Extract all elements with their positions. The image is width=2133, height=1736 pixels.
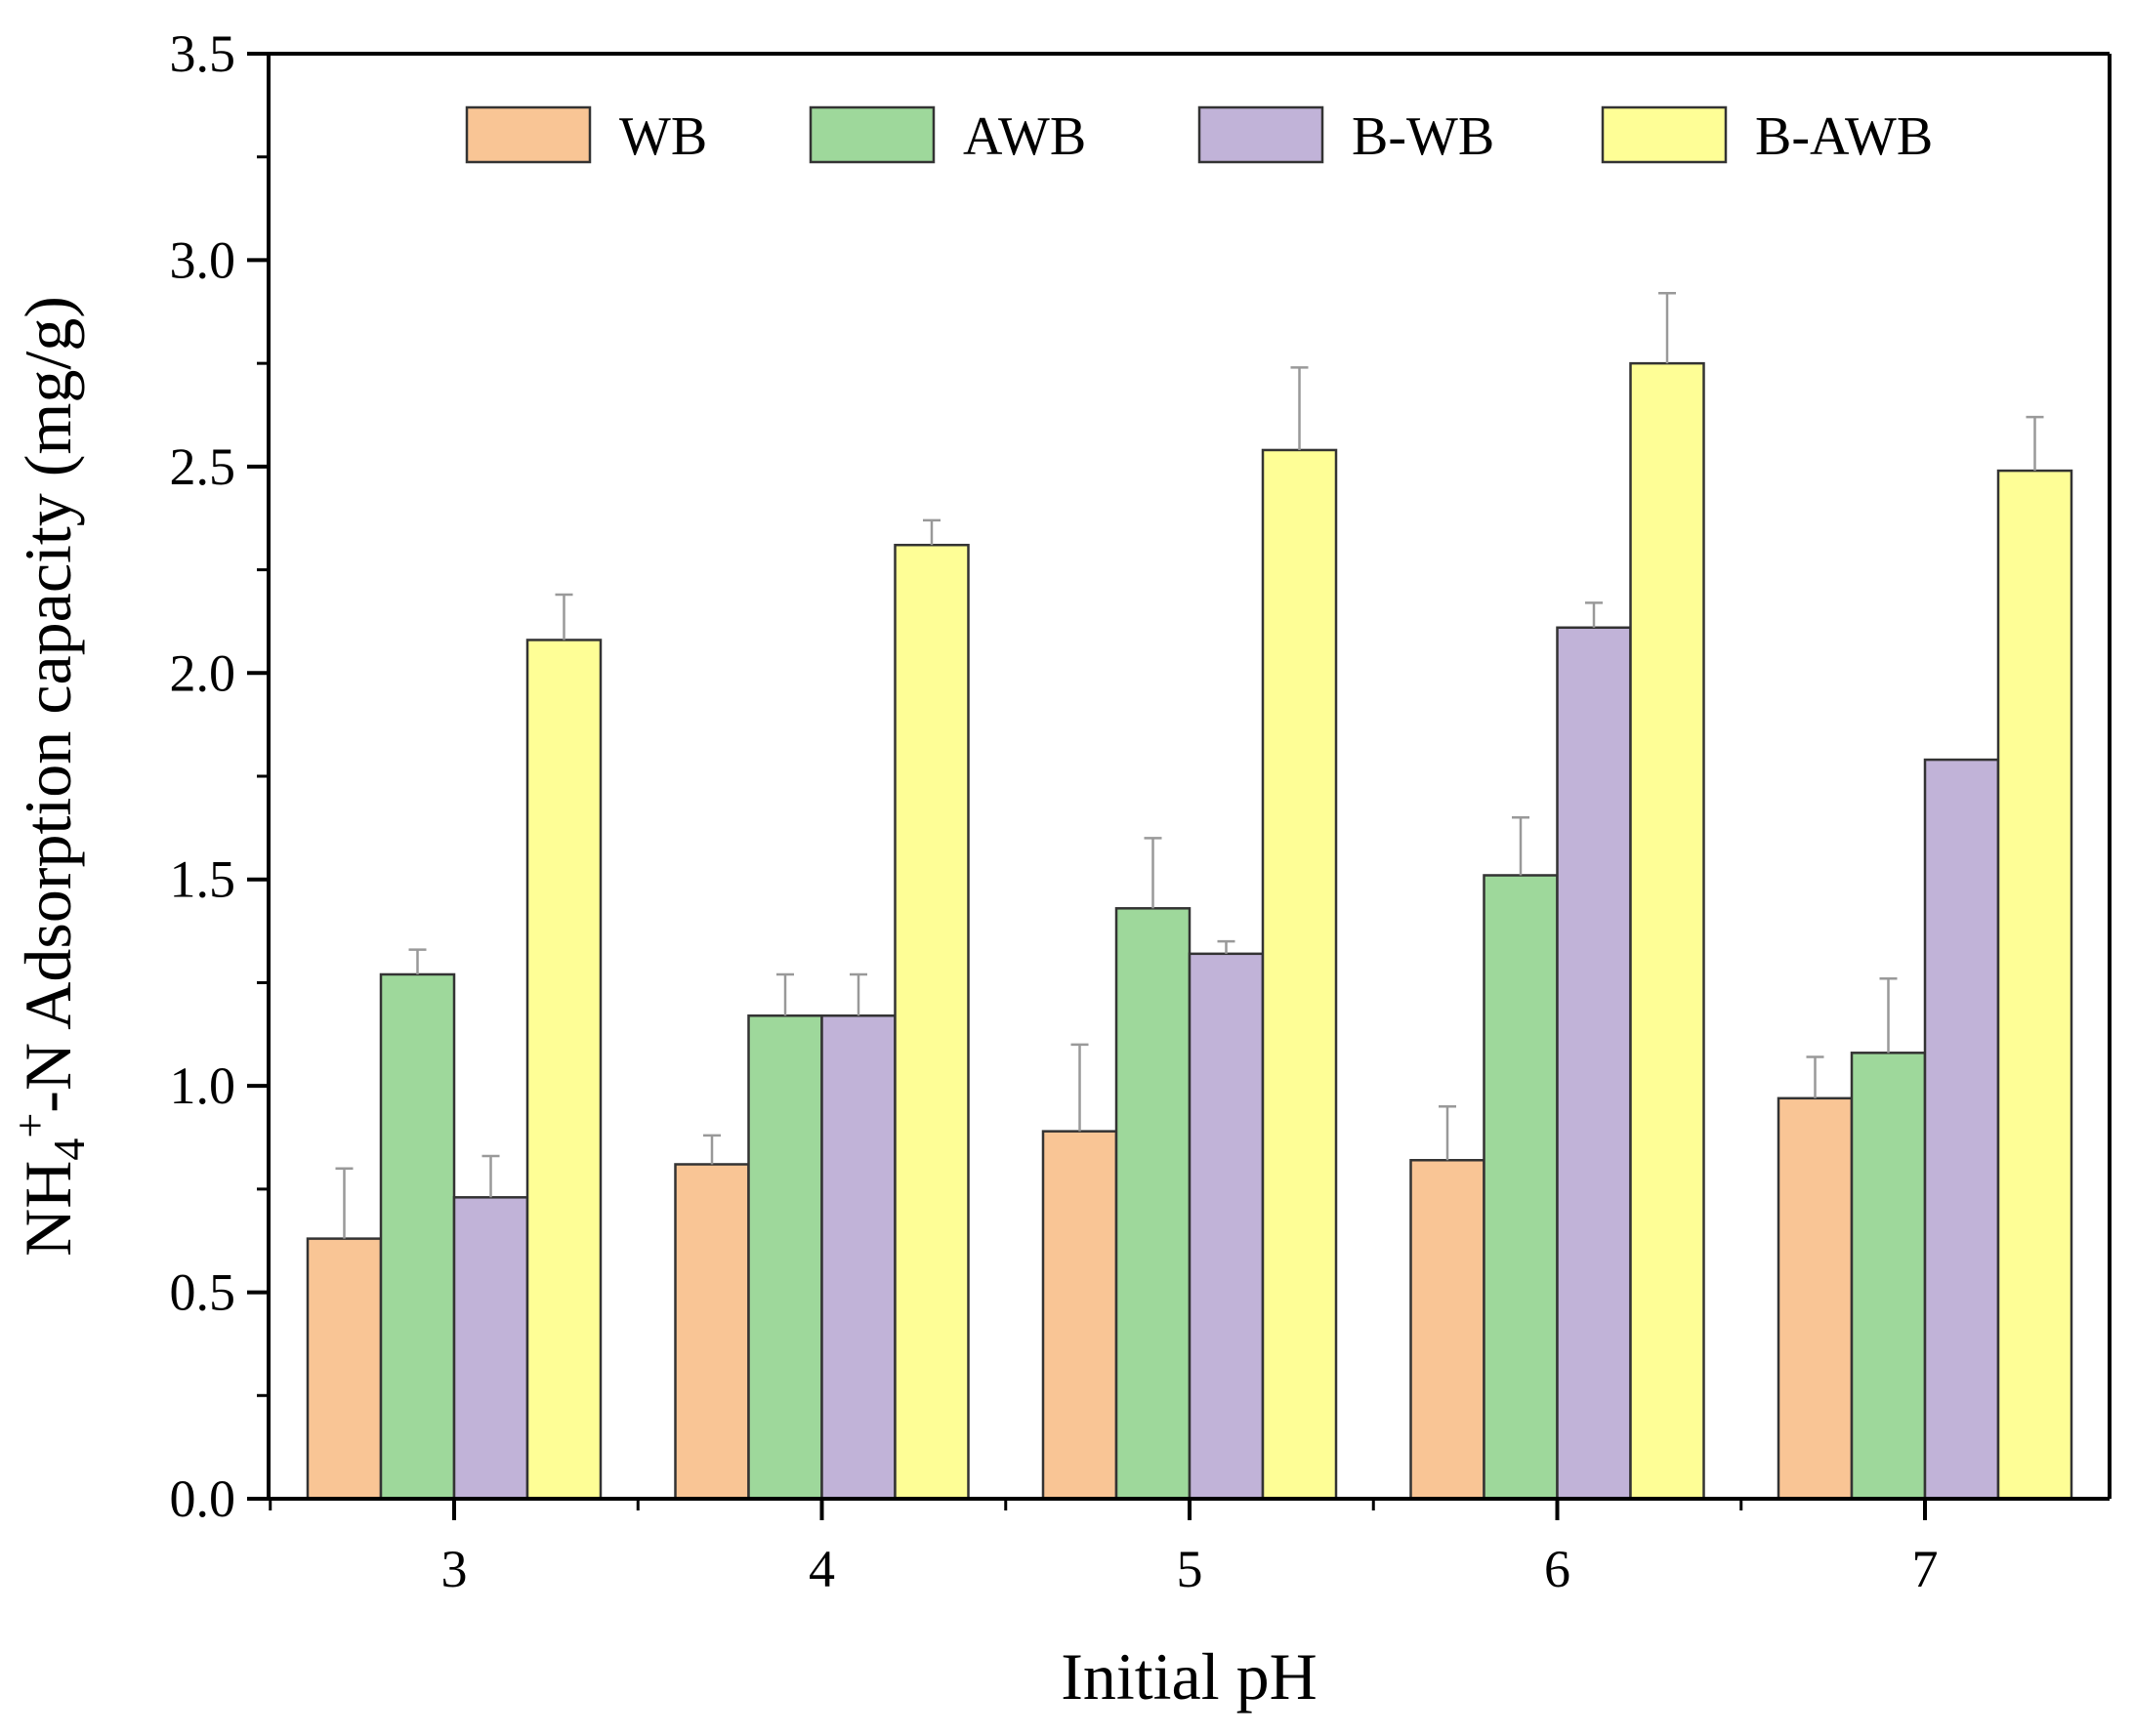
bar-b-wb-ph4 <box>820 1014 897 1501</box>
bar-wb-ph3 <box>306 1237 383 1501</box>
x-tick-label: 7 <box>1912 1540 1939 1598</box>
bar-awb-ph4 <box>747 1014 823 1501</box>
bar-awb-ph7 <box>1850 1052 1927 1501</box>
legend-swatch-awb <box>809 105 936 164</box>
bar-b-awb-ph7 <box>1996 469 2073 1501</box>
bar-b-wb-ph7 <box>1923 758 2000 1501</box>
error-bars-layer <box>335 292 2044 1239</box>
x-tick-label: 3 <box>441 1540 468 1598</box>
y-tick-label: 1.5 <box>170 850 236 909</box>
x-axis-title: Initial pH <box>1061 1639 1317 1714</box>
bar-b-wb-ph3 <box>452 1196 529 1501</box>
bar-b-awb-ph5 <box>1261 448 1338 1501</box>
bar-b-awb-ph3 <box>525 639 603 1501</box>
y-tick-label: 0.0 <box>170 1469 236 1528</box>
y-tick-label: 1.0 <box>170 1056 236 1115</box>
bars-layer <box>306 361 2073 1501</box>
x-tick-label: 6 <box>1544 1540 1570 1598</box>
bar-awb-ph6 <box>1483 874 1559 1501</box>
legend-label-awb: AWB <box>963 106 1086 167</box>
legend-label-b-awb: B-AWB <box>1755 106 1933 167</box>
legend-label-b-wb: B-WB <box>1352 106 1494 167</box>
legend: WB AWB B-WB B-AWB <box>465 105 1933 167</box>
bar-b-awb-ph6 <box>1629 361 1705 1501</box>
y-tick-label: 3.5 <box>170 24 236 83</box>
y-tick-label: 3.0 <box>170 230 236 289</box>
legend-swatch-b-wb <box>1197 105 1324 164</box>
bar-wb-ph4 <box>674 1163 750 1501</box>
axes-layer: 0.0 0.5 1.0 1.5 2.0 2.5 3.0 3.5 3 4 5 6 7 <box>170 24 2112 1598</box>
bar-awb-ph3 <box>379 972 456 1501</box>
y-axis-title-prefix: NH <box>11 1161 85 1257</box>
bar-wb-ph5 <box>1041 1130 1118 1501</box>
legend-swatch-b-awb <box>1601 105 1728 164</box>
bar-b-wb-ph5 <box>1188 952 1265 1501</box>
y-axis-title-superscript: + <box>5 1113 55 1138</box>
bar-b-awb-ph4 <box>894 543 970 1501</box>
bar-b-wb-ph6 <box>1556 626 1632 1501</box>
y-axis-title-subscript: 4 <box>44 1138 94 1161</box>
x-tick-label: 5 <box>1177 1540 1203 1598</box>
bar-wb-ph6 <box>1409 1159 1485 1501</box>
bar-wb-ph7 <box>1777 1096 1854 1501</box>
x-tick-label: 4 <box>809 1540 835 1598</box>
legend-swatch-wb <box>465 105 592 164</box>
y-axis-title-suffix: -N Adsorption capacity (mg/g) <box>11 296 85 1113</box>
y-tick-label: 2.5 <box>170 437 236 496</box>
y-axis-title: NH4+-N Adsorption capacity (mg/g) <box>5 296 94 1257</box>
y-tick-label: 2.0 <box>170 643 236 702</box>
y-tick-label: 0.5 <box>170 1263 236 1322</box>
bar-awb-ph5 <box>1114 907 1192 1501</box>
legend-label-wb: WB <box>619 106 707 167</box>
